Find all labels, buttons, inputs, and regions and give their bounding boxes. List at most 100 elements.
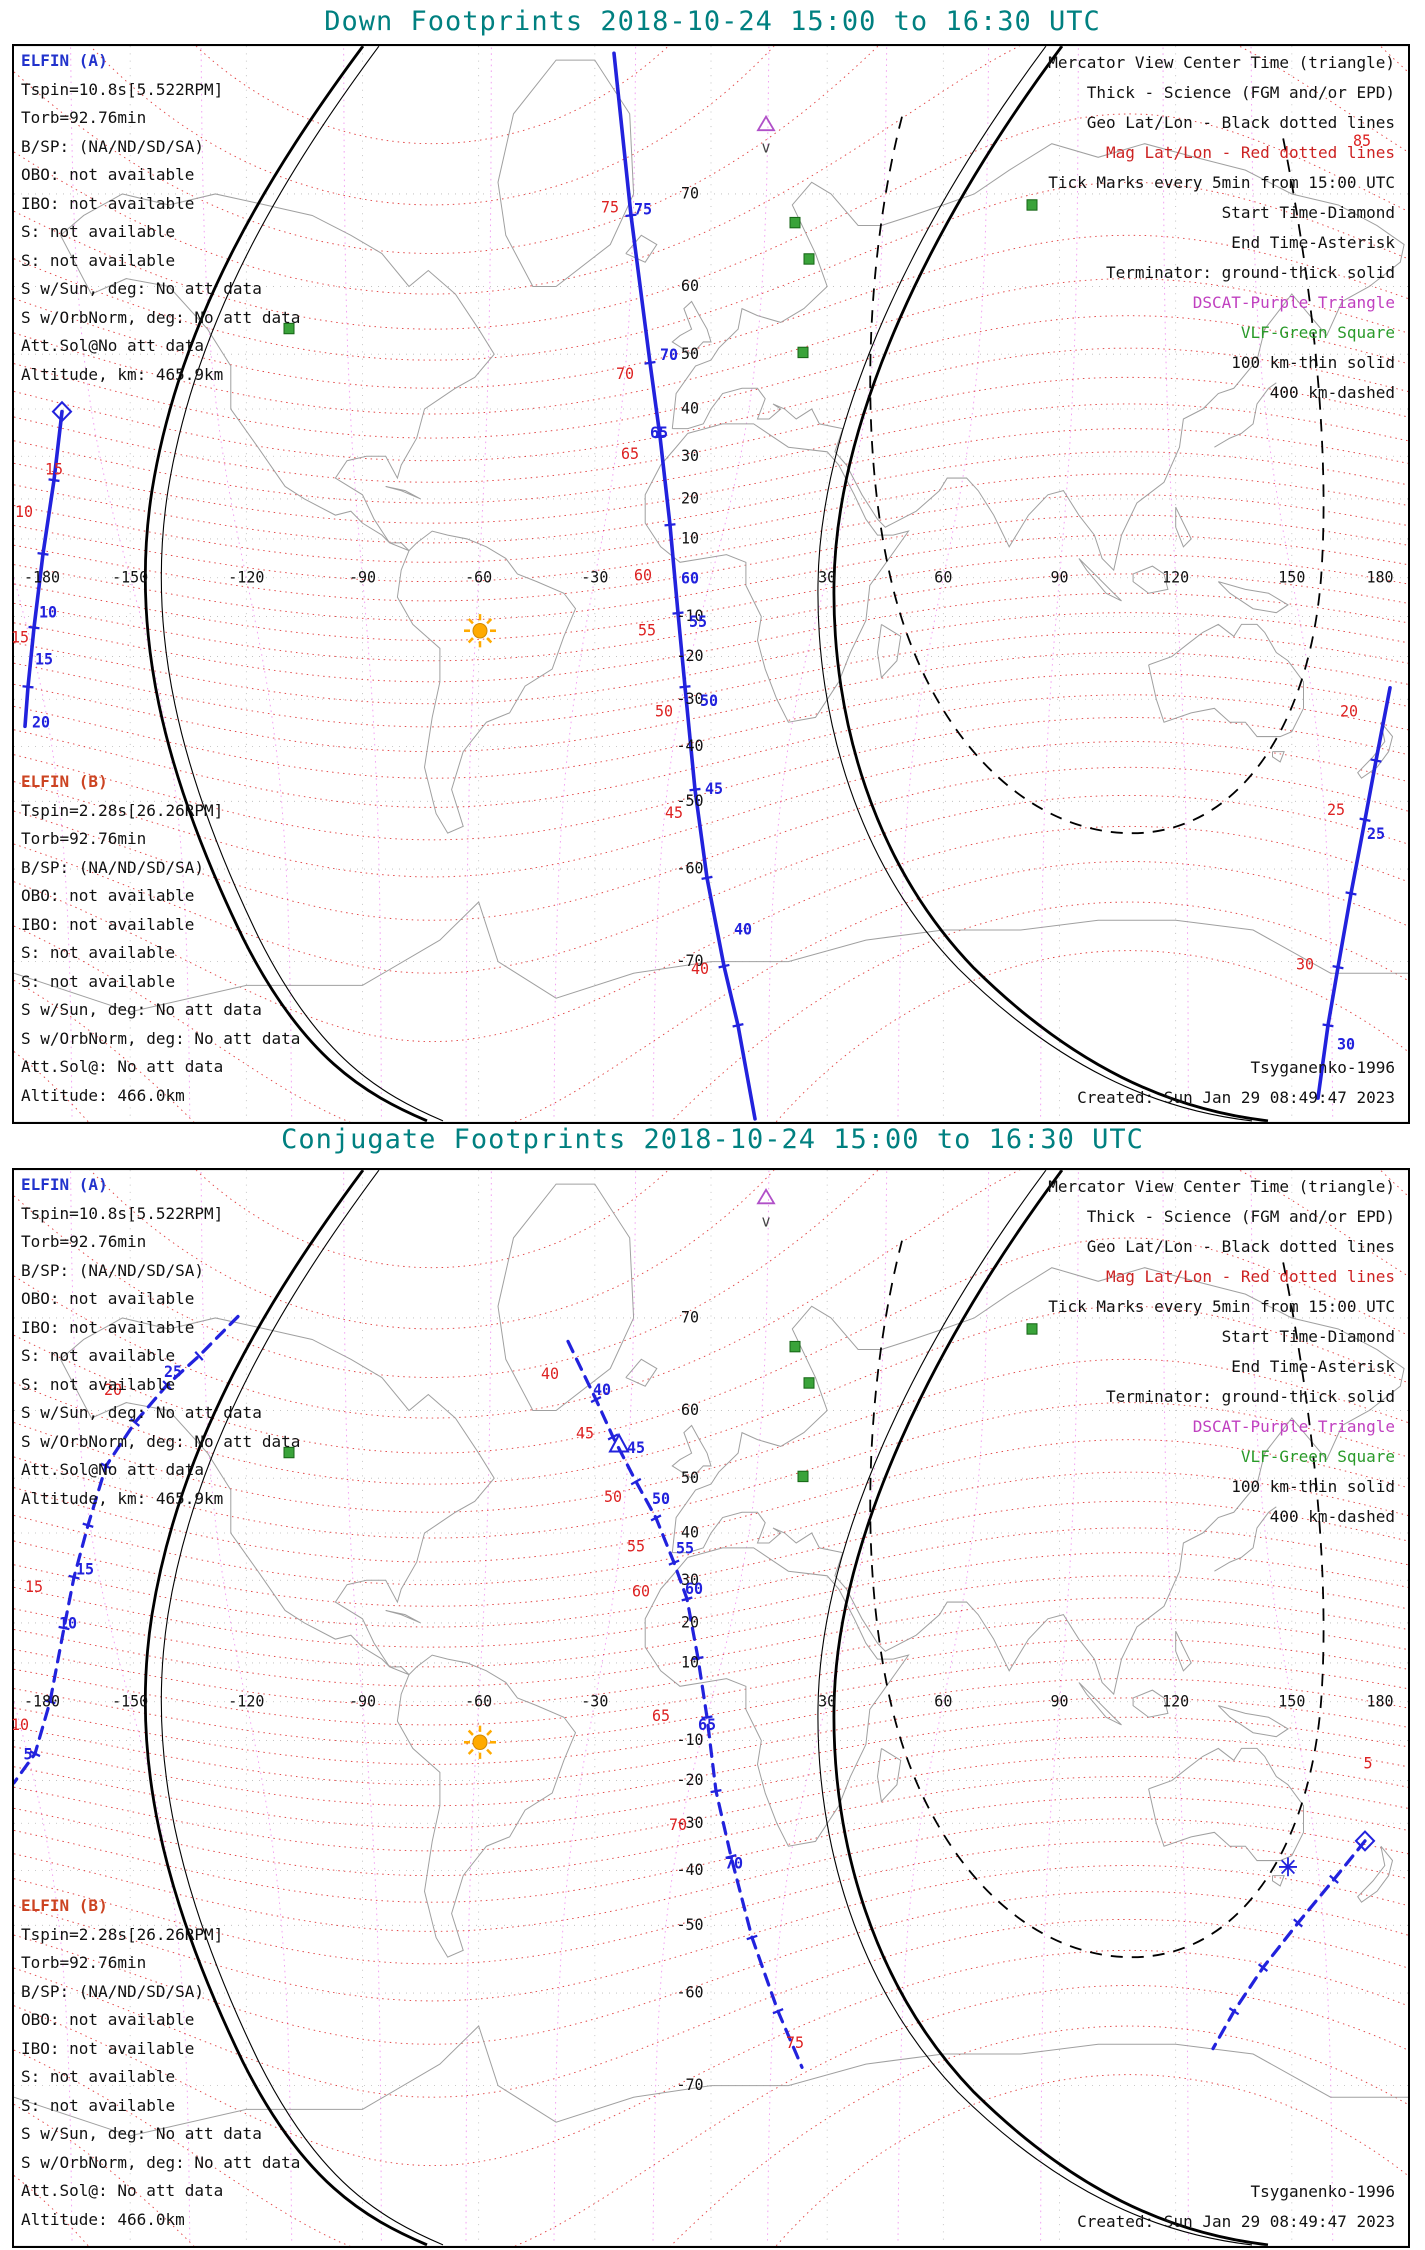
- five-min-tick: [590, 1396, 602, 1404]
- lon-axis-label: -60: [465, 1692, 492, 1710]
- five-min-tick: [1293, 1918, 1303, 1928]
- model-credit: Tsyganenko-1996: [1250, 2182, 1396, 2201]
- top-panel-title: Down Footprints 2018-10-24 15:00 to 16:3…: [324, 6, 1101, 37]
- legend-line: Mag Lat/Lon - Red dotted lines: [1106, 143, 1395, 162]
- lat-axis-label: 40: [681, 399, 699, 417]
- track-tick-label: 15: [35, 650, 53, 668]
- mag-lat-label: 45: [576, 1424, 594, 1442]
- vlf-square-icon: [789, 216, 801, 229]
- info-line: S w/OrbNorm, deg: No att data: [21, 1028, 301, 1048]
- lat-axis-label: 10: [681, 1653, 699, 1671]
- terminator-400km: [869, 1240, 1325, 1959]
- elfin-a-lines: Tspin=10.8s[5.522RPM] Torb=92.76min B/SP: …: [21, 76, 300, 390]
- five-min-tick: [100, 1462, 112, 1470]
- info-line: Att.Sol@No att data: [21, 1460, 205, 1479]
- five-min-tick: [701, 1715, 713, 1720]
- info-line: B/SP: (NA/ND/SD/SA): [21, 1260, 205, 1280]
- info-line: OBO: not available: [21, 2010, 195, 2029]
- legend-line: VLF-Green Square: [1240, 323, 1395, 342]
- five-min-tick: [58, 1625, 70, 1631]
- track-tick-label: 25: [164, 1363, 182, 1381]
- lat-axis-label: 40: [681, 1523, 699, 1541]
- lon-axis-label: 120: [1162, 568, 1189, 586]
- mag-lat-label: 55: [627, 1537, 645, 1555]
- lat-axis-label: 30: [681, 447, 699, 465]
- center-triangle-icon: [608, 1432, 630, 1453]
- five-min-tick: [630, 1477, 642, 1486]
- five-min-tick: [37, 551, 49, 556]
- five-min-tick: [162, 1380, 172, 1390]
- five-min-tick: [625, 213, 637, 218]
- five-min-tick: [29, 1750, 41, 1758]
- lat-axis-label: -10: [676, 1731, 703, 1749]
- mag-lat-label: 15: [25, 1578, 43, 1596]
- mag-lat-label: 10: [15, 503, 33, 521]
- track-tick-label: 60: [685, 1580, 703, 1598]
- sun-icon: [464, 614, 496, 648]
- elfin-a-lines: Tspin=10.8s[5.522RPM] Torb=92.76min B/SP: …: [21, 1200, 300, 1514]
- lat-axis-label: -60: [676, 1983, 703, 2001]
- info-line: S: not available: [21, 222, 176, 241]
- legend: Mercator View Center Time (triangle) Thic…: [1048, 48, 1395, 408]
- track-tick-label: 5: [23, 1745, 32, 1763]
- terminator-ground: [143, 46, 428, 1122]
- five-min-tick: [1370, 758, 1382, 763]
- info-line: Altitude: 466.0km: [21, 2209, 185, 2229]
- info-line: Att.Sol@No att data: [21, 336, 205, 355]
- mag-lat-label: 75: [601, 198, 619, 216]
- satellite-tracks: [22, 51, 1392, 1121]
- legend-line: 100 km-thin solid: [1231, 353, 1395, 372]
- map-content: [14, 1170, 1408, 2246]
- track-tick-label: 60: [681, 569, 699, 587]
- track-tick-label: 40: [734, 920, 752, 938]
- mag-lat-label: 5: [1363, 1754, 1372, 1772]
- five-min-tick: [22, 685, 34, 689]
- created-timestamp: Created: Sun Jan 29 08:49:47 2023: [1077, 1088, 1395, 1107]
- five-min-tick: [710, 1788, 722, 1794]
- info-line: Altitude, km: 465.9km: [21, 1488, 224, 1508]
- info-line: Torb=92.76min: [21, 1232, 147, 1251]
- elfin-b-lines: Tspin=2.28s[26.26RPM] Torb=92.76min B/SP: …: [21, 797, 300, 1111]
- lat-axis-label: -50: [676, 1916, 703, 1934]
- info-line: OBO: not available: [21, 1289, 195, 1308]
- track-tick-label: 50: [652, 1490, 670, 1508]
- five-min-tick: [668, 1559, 680, 1566]
- track-tick-label: 55: [676, 1539, 694, 1557]
- map-label: v: [761, 1212, 770, 1230]
- vlf-square-icon: [1026, 1323, 1038, 1335]
- sun-icon: [464, 1725, 496, 1759]
- lon-axis-label: -120: [228, 1692, 264, 1710]
- five-min-tick: [68, 1574, 80, 1580]
- satellite-track-elfin-center: [612, 51, 757, 1121]
- five-min-tick: [732, 1023, 744, 1028]
- lon-axis-label: -60: [465, 568, 492, 586]
- lon-axis-label: 60: [934, 568, 952, 586]
- axis-labels: -180 -150 -120 -90 -60 -30 30 60 90 120 150 1807060…: [24, 1308, 1394, 2094]
- vlf-square-icon: [789, 1340, 801, 1353]
- info-line: S: not available: [21, 971, 176, 991]
- bottom-panel-title: Conjugate Footprints 2018-10-24 15:00 to…: [281, 1124, 1144, 1155]
- mag-lat-grid: [14, 46, 1408, 1122]
- mag-lat-label: 20: [1340, 702, 1358, 720]
- lat-axis-label: 30: [681, 1571, 699, 1589]
- five-min-tick: [607, 1433, 619, 1441]
- mag-lon-grid: [14, 1170, 1334, 2241]
- terminator-ground: [143, 1170, 428, 2246]
- legend-line: Mag Lat/Lon - Red dotted lines: [1106, 1267, 1395, 1286]
- lon-axis-label: 120: [1162, 1692, 1189, 1710]
- five-min-tick: [701, 875, 713, 880]
- elfin-b-header: ELFIN (B): [21, 772, 108, 791]
- info-line: S w/OrbNorm, deg: No att data: [21, 1431, 301, 1451]
- mag-lat-label: 15: [12, 628, 29, 646]
- five-min-tick: [746, 1934, 758, 1941]
- five-min-tick: [1345, 891, 1357, 896]
- lat-axis-label: -50: [676, 792, 703, 810]
- vlf-square-icon: [803, 1377, 815, 1389]
- mag-lon-grid: [14, 46, 1334, 1117]
- legend: Mercator View Center Time (triangle) Thic…: [1048, 1172, 1395, 1532]
- info-line: S w/OrbNorm, deg: No att data: [21, 2152, 301, 2172]
- legend-line: Start Time-Diamond: [1221, 1327, 1395, 1346]
- info-line: Tspin=10.8s[5.522RPM]: [21, 1203, 224, 1223]
- elfin-a-header: ELFIN (A): [21, 1175, 108, 1194]
- legend-line: Mercator View Center Time (triangle): [1048, 53, 1395, 72]
